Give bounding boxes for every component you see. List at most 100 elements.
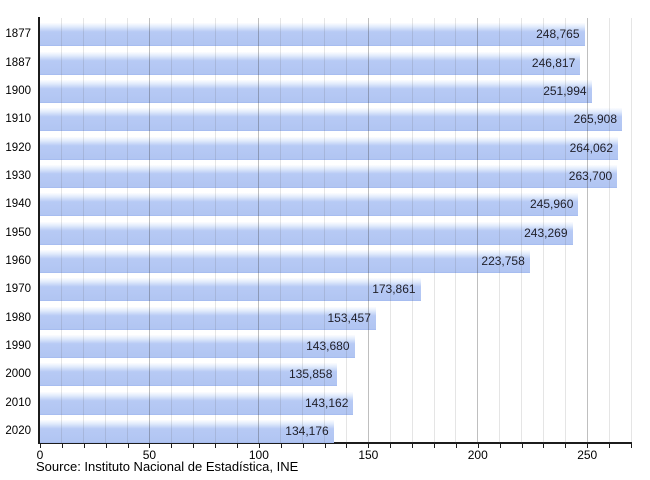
y-axis-labels: 1877 1887 1900 1910 1920 1930 1940 1950 1960 1970… (0, 18, 36, 443)
gridline (214, 18, 216, 443)
x-axis-tick (149, 444, 151, 448)
bar: 245,960 (40, 193, 579, 217)
bar: 248,765 (40, 23, 585, 47)
bar: 134,176 (40, 420, 334, 443)
gridline (170, 18, 172, 443)
bar: 263,700 (40, 165, 618, 188)
x-axis-tick (521, 444, 523, 448)
value-label: 153,457 (327, 310, 371, 325)
year-label: 1910 (5, 113, 31, 126)
x-axis-tick (631, 444, 632, 448)
source-caption: Source: Instituto Nacional de Estadístic… (36, 459, 299, 474)
x-tick-label: 150 (358, 448, 379, 462)
year-label: 1990 (5, 340, 31, 352)
year-label: 1930 (5, 170, 31, 182)
value-label: 173,861 (372, 282, 416, 297)
gridline (477, 18, 479, 443)
year-label: 1920 (5, 141, 31, 154)
x-axis-tick (61, 444, 63, 448)
bar: 173,861 (40, 278, 421, 302)
x-axis-tick (368, 444, 370, 448)
x-axis-tick (302, 444, 304, 448)
x-tick-label: 200 (467, 448, 488, 462)
year-label: 1940 (5, 198, 31, 211)
gridline (258, 18, 260, 443)
gridline (499, 18, 501, 443)
gridline (61, 18, 63, 443)
year-label: 1877 (5, 28, 31, 41)
value-label: 223,758 (481, 254, 525, 268)
gridline (302, 18, 304, 443)
gridline (83, 18, 85, 443)
bar: 143,680 (40, 335, 355, 358)
year-label: 1887 (5, 56, 31, 69)
bar: 135,858 (40, 363, 338, 387)
bar: 223,758 (40, 250, 530, 273)
gridline (280, 18, 282, 443)
x-axis-tick (587, 444, 589, 448)
x-axis-tick (477, 444, 479, 448)
gridline (564, 18, 566, 443)
x-axis-tick (324, 444, 326, 448)
value-label: 134,176 (285, 424, 329, 438)
gridline (586, 18, 588, 443)
year-label: 2020 (5, 425, 31, 437)
bar: 143,162 (40, 391, 354, 415)
value-label: 246,817 (531, 55, 576, 70)
year-label: 1980 (5, 311, 31, 324)
gridline (389, 18, 391, 443)
x-axis-tick (105, 444, 107, 448)
plot-area: 248,765 246,817 251,994 265,908 264,062 263,7… (40, 18, 632, 443)
value-label: 251,994 (543, 84, 587, 98)
bar: 264,062 (40, 136, 618, 160)
x-tick-label: 100 (248, 448, 269, 462)
year-label: 2010 (5, 396, 31, 409)
x-axis-tick (346, 444, 348, 448)
gridline (324, 18, 326, 443)
value-label: 248,765 (536, 27, 580, 42)
x-axis-tick (455, 444, 457, 448)
bar: 246,817 (40, 51, 581, 75)
x-axis-tick (543, 444, 545, 448)
x-axis-line (38, 442, 632, 444)
x-axis-tick (280, 444, 282, 448)
x-axis-tick (237, 444, 238, 448)
x-axis-tick (127, 444, 129, 448)
gridline (367, 18, 369, 443)
x-axis-tick (434, 444, 435, 448)
gridline (630, 18, 632, 443)
x-axis-tick (390, 444, 392, 448)
value-label: 264,062 (569, 140, 613, 155)
gridline (127, 18, 129, 443)
x-tick-label: 50 (142, 448, 157, 462)
y-axis-line (38, 17, 40, 444)
year-label: 2000 (5, 368, 31, 381)
year-label: 1960 (5, 255, 31, 267)
bar: 251,994 (40, 80, 592, 103)
gridline (411, 18, 413, 443)
value-label: 243,269 (524, 225, 568, 240)
gridline (608, 18, 610, 443)
value-label: 143,680 (306, 339, 350, 353)
gridline (521, 18, 523, 443)
x-axis-tick (258, 444, 260, 448)
gridline (433, 18, 435, 443)
bar: 265,908 (40, 108, 622, 132)
bar: 153,457 (40, 306, 376, 330)
value-label: 263,700 (568, 169, 613, 183)
value-label: 265,908 (573, 112, 617, 127)
year-label: 1900 (5, 85, 31, 97)
value-label: 135,858 (289, 367, 333, 382)
x-axis-tick (412, 444, 414, 448)
value-label: 143,162 (305, 395, 349, 410)
x-axis-tick (565, 444, 567, 448)
year-label: 1970 (5, 283, 31, 296)
x-axis-tick (215, 444, 217, 448)
gridline (236, 18, 238, 443)
x-axis-tick (40, 444, 41, 448)
x-axis-tick (609, 444, 611, 448)
x-axis-tick (171, 444, 173, 448)
gridline (542, 18, 544, 443)
x-tick-label: 250 (577, 448, 598, 462)
